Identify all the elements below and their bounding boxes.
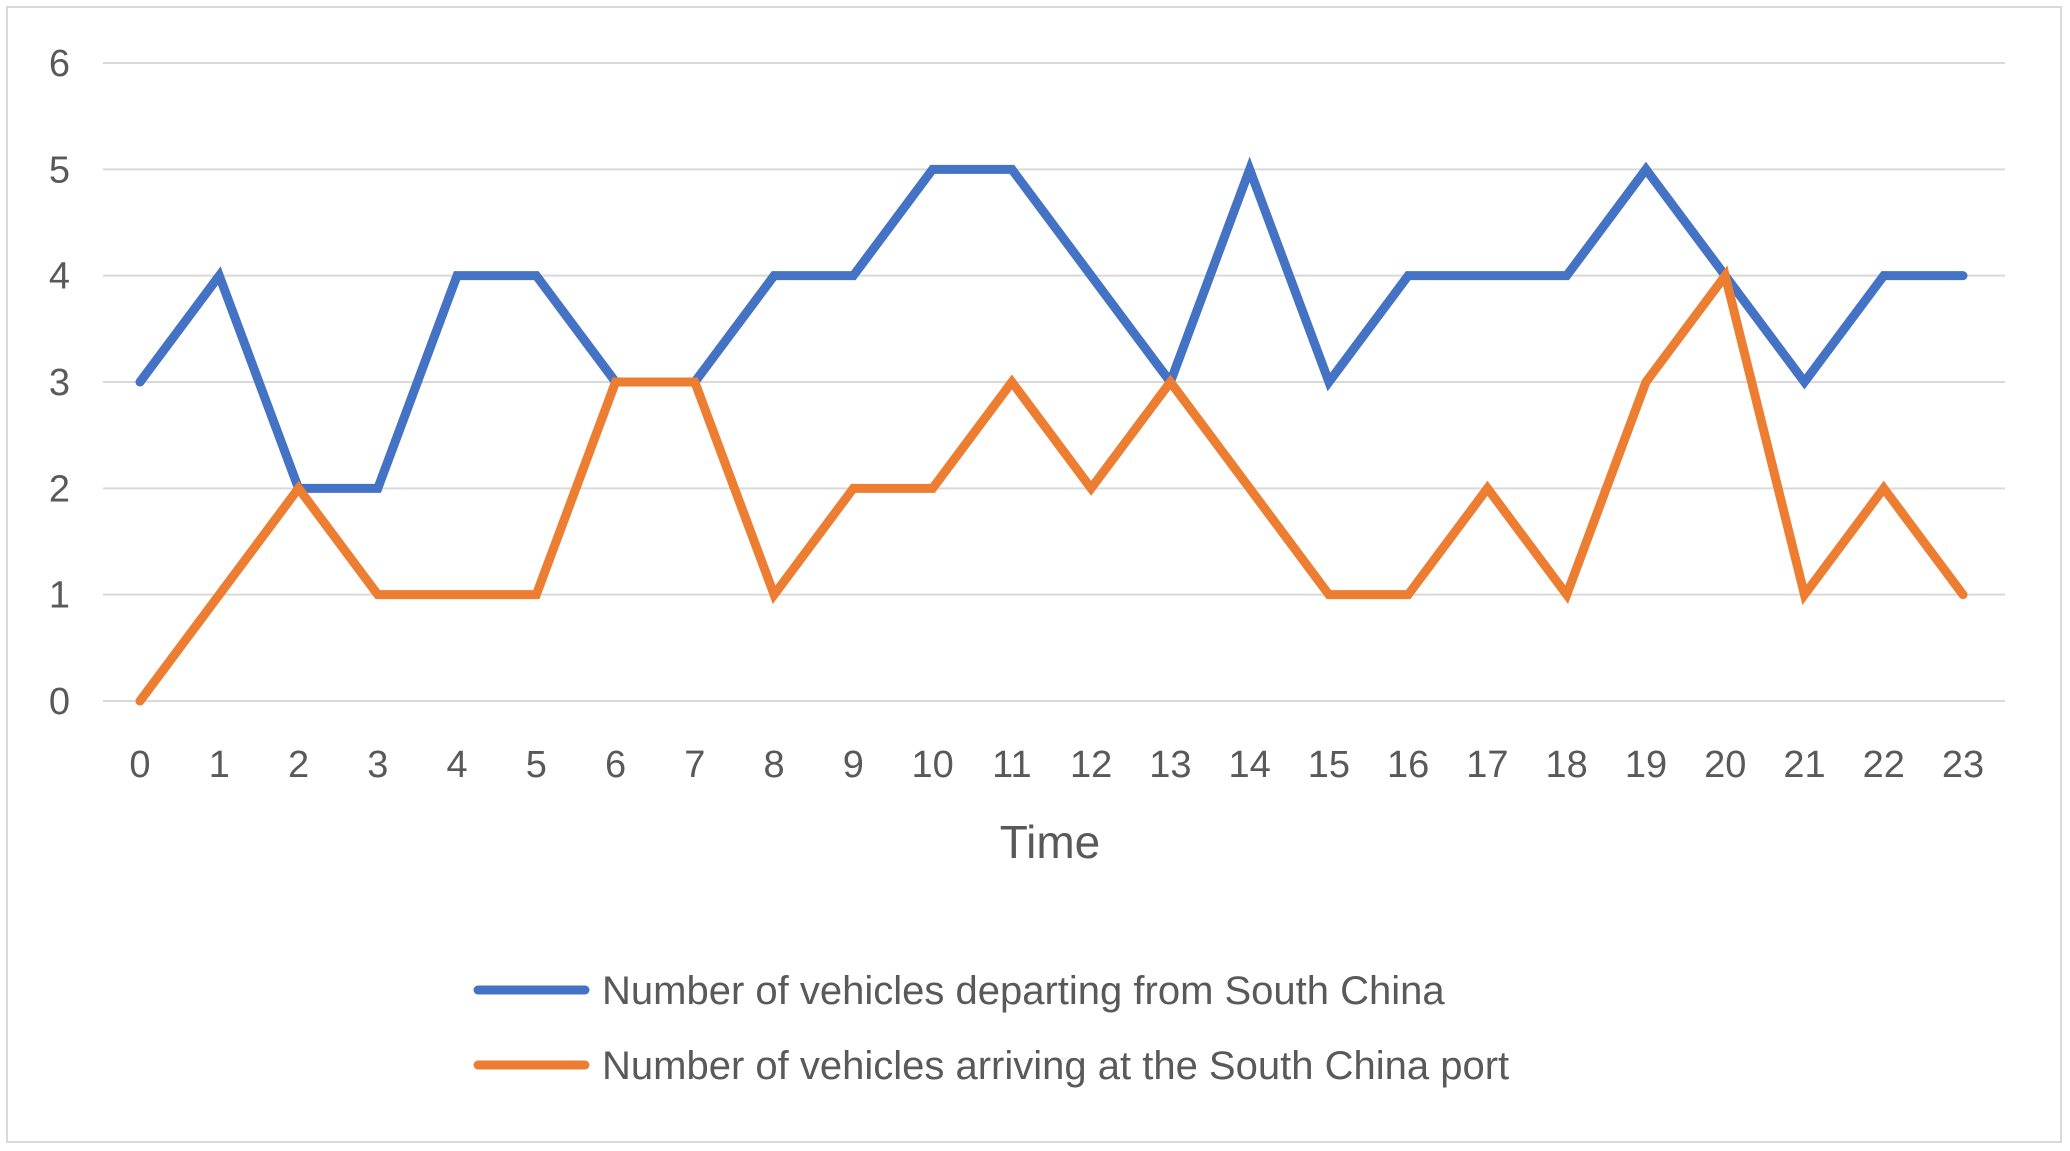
y-tick-label: 0: [49, 681, 70, 723]
x-tick-label: 7: [684, 744, 705, 786]
x-tick-label: 3: [367, 744, 388, 786]
x-tick-label: 18: [1546, 744, 1588, 786]
y-tick-label: 1: [49, 575, 70, 617]
x-axis-title: Time: [1000, 816, 1101, 868]
x-tick-label: 5: [526, 744, 547, 786]
y-tick-label: 2: [49, 468, 70, 510]
y-axis-ticks: 0 1 2 3 4 5 6: [49, 43, 70, 723]
x-tick-label: 1: [209, 744, 230, 786]
x-tick-label: 16: [1387, 744, 1429, 786]
x-tick-label: 9: [843, 744, 864, 786]
x-tick-label: 11: [992, 744, 1031, 786]
y-tick-label: 3: [49, 362, 70, 404]
x-tick-label: 15: [1308, 744, 1350, 786]
series-1: [135, 265, 1968, 706]
x-tick-label: 20: [1704, 744, 1746, 786]
x-tick-label: 22: [1863, 744, 1905, 786]
y-tick-label: 4: [49, 256, 70, 298]
legend: Number of vehicles departing from South …: [473, 969, 1509, 1088]
legend-label: Number of vehicles departing from South …: [602, 969, 1445, 1013]
x-tick-label: 10: [911, 744, 953, 786]
x-tick-label: 19: [1625, 744, 1667, 786]
x-axis-ticks: 0 1 2 3 4 5 6 7 8 9 10 11 12 13 14 15 16 17 18 19 20 21 22 23: [129, 744, 1984, 786]
x-tick-label: 6: [605, 744, 626, 786]
x-tick-label: 8: [764, 744, 785, 786]
x-tick-label: 17: [1466, 744, 1508, 786]
x-tick-label: 14: [1229, 744, 1271, 786]
series-line: [135, 156, 1968, 493]
x-tick-label: 13: [1149, 744, 1191, 786]
x-tick-label: 12: [1070, 744, 1112, 786]
y-tick-label: 5: [49, 149, 70, 191]
x-tick-label: 4: [446, 744, 467, 786]
x-tick-label: 21: [1783, 744, 1825, 786]
series-lines: [135, 156, 1968, 706]
gridlines: [103, 62, 2005, 702]
x-tick-label: 2: [288, 744, 309, 786]
series-line: [135, 265, 1968, 706]
x-tick-label: 23: [1942, 744, 1984, 786]
legend-label: Number of vehicles arriving at the South…: [602, 1044, 1509, 1088]
y-tick-label: 6: [49, 43, 70, 85]
x-tick-label: 0: [129, 744, 150, 786]
